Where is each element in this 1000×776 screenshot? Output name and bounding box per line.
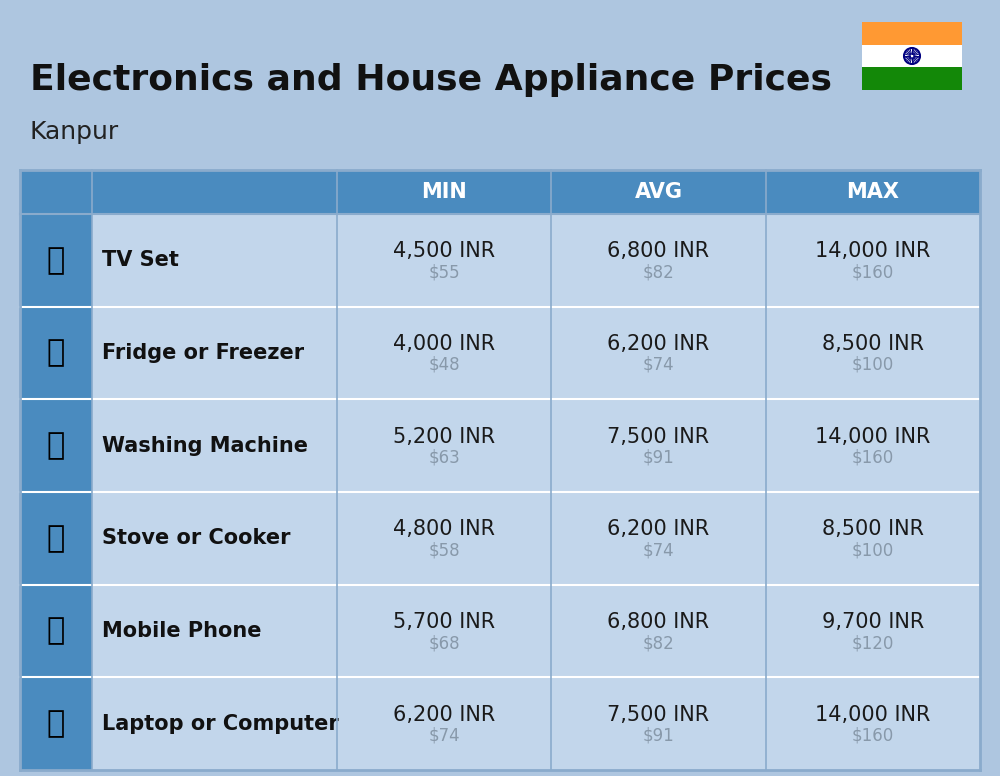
Text: $68: $68 [428, 634, 460, 652]
Text: 📺: 📺 [47, 246, 65, 275]
Text: 💻: 💻 [47, 709, 65, 738]
Text: $74: $74 [428, 726, 460, 745]
Text: 4,800 INR: 4,800 INR [393, 519, 495, 539]
Text: $160: $160 [852, 726, 894, 745]
Text: 14,000 INR: 14,000 INR [815, 427, 931, 447]
Bar [20, 170, 980, 770]
Text: $55: $55 [428, 263, 460, 282]
Bar [862, 22, 962, 45]
Text: $100: $100 [852, 356, 894, 374]
Text: Kanpur: Kanpur [30, 120, 119, 144]
Text: 7,500 INR: 7,500 INR [607, 427, 710, 447]
Text: 4,500 INR: 4,500 INR [393, 241, 495, 262]
Bar [20, 584, 92, 677]
Text: $58: $58 [428, 542, 460, 559]
Text: 🔥: 🔥 [47, 524, 65, 553]
Text: $91: $91 [643, 449, 674, 466]
Text: 14,000 INR: 14,000 INR [815, 241, 931, 262]
Bar [862, 45, 962, 68]
Text: 🧊: 🧊 [47, 338, 65, 368]
Bar [20, 307, 92, 400]
Text: $48: $48 [428, 356, 460, 374]
Text: MAX: MAX [846, 182, 899, 202]
Text: 8,500 INR: 8,500 INR [822, 334, 924, 354]
Text: 6,200 INR: 6,200 INR [393, 705, 495, 725]
Text: AVG: AVG [635, 182, 682, 202]
Text: $91: $91 [643, 726, 674, 745]
Text: 8,500 INR: 8,500 INR [822, 519, 924, 539]
Bar [20, 214, 92, 307]
Text: 7,500 INR: 7,500 INR [607, 705, 710, 725]
Text: $160: $160 [852, 449, 894, 466]
Text: Fridge or Freezer: Fridge or Freezer [102, 343, 304, 363]
Text: 4,000 INR: 4,000 INR [393, 334, 495, 354]
Text: $82: $82 [643, 263, 674, 282]
Text: Electronics and House Appliance Prices: Electronics and House Appliance Prices [30, 63, 832, 97]
Text: 5,200 INR: 5,200 INR [393, 427, 495, 447]
Text: 6,200 INR: 6,200 INR [607, 519, 710, 539]
Text: Mobile Phone: Mobile Phone [102, 621, 262, 641]
Bar [20, 492, 92, 584]
Text: 6,200 INR: 6,200 INR [607, 334, 710, 354]
Text: $74: $74 [643, 542, 674, 559]
Text: 9,700 INR: 9,700 INR [822, 612, 924, 632]
Text: 5,700 INR: 5,700 INR [393, 612, 495, 632]
Text: $160: $160 [852, 263, 894, 282]
Text: MIN: MIN [421, 182, 467, 202]
Bar [20, 170, 92, 214]
Text: $120: $120 [852, 634, 894, 652]
Text: $82: $82 [643, 634, 674, 652]
Text: Laptop or Computer: Laptop or Computer [102, 714, 339, 733]
Text: $74: $74 [643, 356, 674, 374]
Bar [20, 677, 92, 770]
Bar [92, 170, 337, 214]
Text: 6,800 INR: 6,800 INR [607, 612, 710, 632]
Text: 14,000 INR: 14,000 INR [815, 705, 931, 725]
Text: 📱: 📱 [47, 616, 65, 646]
Text: TV Set: TV Set [102, 251, 179, 270]
Bar [20, 400, 92, 492]
Bar [20, 170, 980, 214]
Bar [862, 68, 962, 90]
Text: $100: $100 [852, 542, 894, 559]
Text: $63: $63 [428, 449, 460, 466]
Text: Washing Machine: Washing Machine [102, 435, 308, 456]
Text: Stove or Cooker: Stove or Cooker [102, 528, 290, 549]
Text: 6,800 INR: 6,800 INR [607, 241, 710, 262]
Text: 🫧: 🫧 [47, 431, 65, 460]
